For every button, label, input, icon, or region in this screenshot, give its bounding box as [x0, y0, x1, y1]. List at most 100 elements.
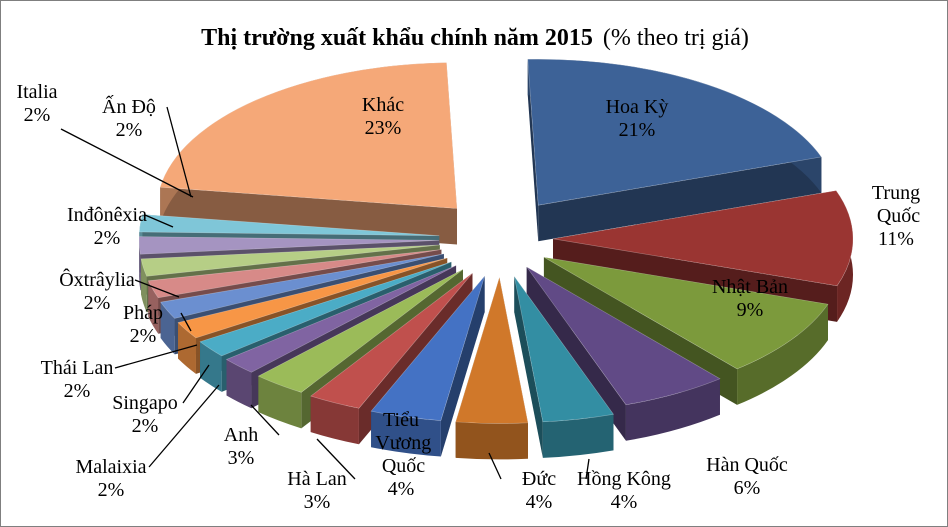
slice-name-hong-kong-0: Hồng Kông	[577, 468, 671, 490]
leader-lines	[60, 106, 590, 480]
slice-rim-nhat-ban	[737, 304, 828, 405]
slice-percent-italia: 2%	[24, 104, 51, 126]
slice-top-phap	[160, 253, 444, 319]
slice-top-hong-kong	[514, 276, 615, 423]
slice-rim-ha-lan	[310, 396, 359, 445]
slice-wall-hoa-ky-1	[538, 156, 822, 242]
slice-name-oxtraylia-0: Ôxtrâylia	[59, 267, 135, 291]
slice-name-tieu-vuong-quoc-0: Tiểu	[383, 409, 419, 431]
slice-percent-phap: 2%	[130, 325, 157, 347]
slice-name-tieu-vuong-quoc-2: Quốc	[377, 455, 425, 477]
slice-top-anh	[257, 269, 464, 393]
slice-rim-han-quoc	[625, 378, 720, 441]
slice-percent-duc: 4%	[526, 491, 553, 513]
slice-top-khac	[159, 62, 458, 209]
slice-khac	[159, 62, 458, 245]
slice-percent-ha-lan: 3%	[304, 491, 331, 513]
slice-percent-han-quoc: 6%	[734, 477, 761, 499]
slice-labels: Hoa Kỳ 21% Trung Quốc 11% Nhật Bản 9% Hàn Quốc…	[16, 81, 920, 513]
slice-hong-kong	[514, 276, 615, 458]
slice-name-anh-0: Anh	[224, 424, 258, 446]
slice-top-duc	[455, 277, 529, 424]
slice-name-hoa-ky-0: Hoa Kỳ	[606, 96, 669, 118]
slice-label-khac: Khác 23%	[362, 94, 404, 139]
leader-line-oxtraylia	[134, 279, 180, 298]
slice-rim-malaixia	[226, 359, 252, 409]
chart-title: Thị trường xuất khẩu chính năm 2015 (% t…	[201, 25, 749, 51]
slice-percent-thai-lan: 2%	[64, 380, 91, 402]
slice-label-italia: Italia 2%	[16, 81, 57, 126]
leader-line-italia	[60, 128, 194, 198]
slice-label-an-do: Ấn Độ 2%	[102, 94, 156, 141]
slice-top-tieu-vuong-quoc	[370, 275, 485, 421]
slice-label-nhat-ban: Nhật Bản 9%	[712, 276, 788, 321]
slice-percent-oxtraylia: 2%	[84, 292, 111, 314]
leader-line-anh	[250, 404, 280, 436]
slice-name-an-do-0: Ấn Độ	[102, 94, 156, 118]
slice-duc	[455, 277, 529, 460]
slice-label-trung-quoc: Trung Quốc 11%	[872, 182, 920, 250]
slice-top-thai-lan	[177, 257, 448, 339]
slice-label-anh: Anh 3%	[224, 424, 258, 469]
slice-label-duc: Đức 4%	[522, 468, 556, 513]
slice-name-khac-0: Khác	[362, 94, 404, 116]
slice-top-malaixia	[225, 265, 457, 373]
slice-label-han-quoc: Hàn Quốc 6%	[706, 454, 788, 499]
slice-percent-hoa-ky: 21%	[619, 119, 656, 141]
slice-rim-duc	[455, 421, 528, 460]
slice-rim-singapo	[200, 341, 222, 392]
slice-label-ha-lan: Hà Lan 3%	[287, 468, 346, 513]
slice-label-phap: Pháp 2%	[123, 302, 163, 347]
slice-name-nhat-ban-0: Nhật Bản	[712, 276, 788, 298]
slice-name-singapo-0: Singapo	[112, 392, 178, 414]
slice-rim-phap	[160, 302, 175, 355]
slice-top-ha-lan	[310, 272, 473, 409]
slice-top-han-quoc	[526, 266, 721, 406]
slice-top-singapo	[199, 261, 452, 357]
slice-name-han-quoc-0: Hàn Quốc	[706, 454, 788, 476]
leader-line-hong-kong	[585, 458, 590, 480]
slice-label-thai-lan: Thái Lan 2%	[41, 357, 114, 402]
slice-rim-indonexia	[141, 258, 147, 313]
slice-name-trung-quoc-0: Trung	[872, 182, 920, 204]
slice-top-nhat-ban	[543, 256, 829, 370]
leader-line-thai-lan	[114, 344, 198, 369]
leader-line-duc	[488, 452, 502, 480]
leader-line-singapo	[182, 364, 210, 404]
slice-label-malaixia: Malaixia 2%	[75, 456, 146, 501]
slice-percent-malaixia: 2%	[98, 479, 125, 501]
leader-line-phap	[180, 312, 192, 332]
slice-percent-tieu-vuong-quoc: 4%	[388, 478, 415, 500]
slice-rim-oxtraylia	[148, 280, 159, 334]
chart-subtitle: (% theo trị giá)	[603, 25, 749, 51]
pie-slices	[138, 58, 854, 460]
leader-line-ha-lan	[316, 438, 356, 480]
slice-top-trung-quoc	[552, 190, 854, 287]
slice-name-trung-quoc-1: Quốc	[872, 205, 920, 227]
slice-wall-khac-0	[160, 187, 458, 245]
leader-line-malaixia	[148, 384, 220, 468]
slice-name-duc-0: Đức	[522, 468, 556, 490]
slice-name-thai-lan-0: Thái Lan	[41, 357, 114, 379]
slice-percent-anh: 3%	[228, 447, 255, 469]
slice-hoa-ky	[527, 58, 822, 242]
slice-label-indonexia: Inđônêxia 2%	[67, 204, 147, 249]
slice-rim-anh	[258, 376, 302, 429]
slice-label-hong-kong: Hồng Kông 4%	[577, 468, 671, 513]
chart-title-main: Thị trường xuất khẩu chính năm 2015	[201, 25, 593, 51]
leader-line-indonexia	[144, 214, 174, 228]
slice-name-ha-lan-0: Hà Lan	[287, 468, 346, 490]
slice-name-phap-0: Pháp	[123, 302, 163, 324]
slice-top-hoa-ky	[527, 58, 822, 206]
slice-rim-an-do	[139, 236, 141, 291]
slice-wall-hoa-ky-0	[527, 59, 539, 242]
slice-name-malaixia-0: Malaixia	[75, 456, 146, 478]
slice-percent-an-do: 2%	[116, 119, 143, 141]
slice-wall-hong-kong-1	[514, 276, 543, 458]
slice-name-italia-0: Italia	[16, 81, 57, 103]
slice-percent-khac: 23%	[365, 117, 402, 139]
slice-name-indonexia-0: Inđônêxia	[67, 204, 147, 226]
slice-percent-indonexia: 2%	[94, 227, 121, 249]
slice-label-tieu-vuong-quoc: Tiểu Vương Quốc 4%	[371, 409, 432, 500]
